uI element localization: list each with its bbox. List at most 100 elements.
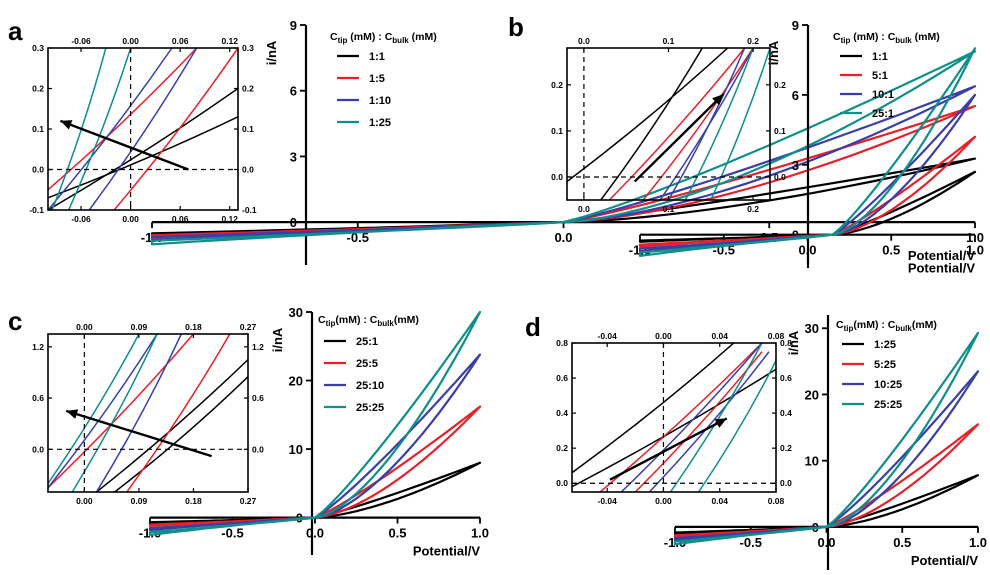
inset-series-line: [684, 48, 754, 200]
legend-label: 1:1: [369, 51, 385, 63]
inset-y-tick-label: 0.4: [780, 408, 792, 418]
series-line: [638, 135, 977, 248]
inset-x-tick-label: 0.04: [711, 331, 728, 341]
legend-label: 25:25: [356, 402, 384, 414]
inset-series-line: [48, 334, 158, 489]
inset-x-tick-label: 0.00: [76, 496, 93, 506]
x-tick-label: 0.5: [388, 526, 406, 541]
inset-y-tick-label: 0.2: [551, 80, 563, 90]
series-line: [148, 353, 482, 532]
series-line: [148, 461, 482, 525]
inset-x-tick-label: -0.06: [71, 36, 91, 46]
trend-arrow: [59, 119, 189, 171]
inset-y-tick-label: 0.0: [551, 172, 563, 182]
legend-title-sub-bulk: bulk: [895, 324, 912, 333]
inset-x-tick-label: 0.18: [185, 496, 202, 506]
inset-series-line: [71, 334, 158, 492]
legend-title-c: C: [318, 314, 326, 326]
panel-letter: d: [525, 312, 541, 342]
inset-x-tick-label: 0.12: [221, 36, 238, 46]
legend-title-sub-tip: tip: [326, 319, 336, 328]
legend-title-sub-bulk: bulk: [377, 319, 394, 328]
y-tick-label: 0: [290, 215, 297, 230]
legend-title-c: C: [833, 31, 841, 43]
inset-y-tick-label: 0.2: [242, 84, 254, 94]
inset-y-tick-label: 0.2: [32, 84, 44, 94]
inset-y-tick-label: 0.3: [32, 43, 44, 53]
inset-series-line: [113, 48, 238, 210]
inset-y-tick-label: 0.6: [32, 393, 44, 403]
legend-title-end: (mM): [409, 31, 437, 43]
legend-label: 1:25: [369, 117, 391, 129]
y-tick-label: 9: [290, 18, 297, 33]
inset-series-line: [51, 48, 107, 210]
legend-title-c: C: [330, 31, 338, 43]
inset-y-tick-label: 0.0: [32, 444, 44, 454]
legend-title-mid: (mM) : C: [853, 319, 895, 331]
inset-series: [48, 334, 248, 492]
inset-x-tick-label: 0.18: [185, 322, 202, 332]
x-tick-label: 1.0: [471, 526, 489, 541]
inset-y-tick-label: 0.6: [252, 393, 264, 403]
inset-y-tick-label: 0.2: [774, 80, 786, 90]
legend-title-mid: (mM) : C: [335, 314, 377, 326]
trend-arrow: [65, 409, 212, 458]
inset-series-line: [710, 48, 770, 200]
inset-plot: -0.04 -0.04 0.00 0.00 0.04 0.04 0.08 0.08 0.0 0.0…: [556, 331, 792, 506]
inset-y-tick-label: 0.4: [556, 408, 568, 418]
inset-series-line: [48, 48, 198, 191]
inset-x-tick-label: 0.1: [663, 36, 675, 46]
series-line: [148, 405, 482, 527]
trend-arrow-head: [66, 409, 79, 419]
inset-series-line: [572, 368, 776, 488]
inset-x-tick-label: 0.09: [131, 496, 148, 506]
inset-y-tick-label: 0.0: [252, 444, 264, 454]
inset-x-tick-label: -0.06: [71, 214, 91, 224]
panel-d: d -0.04 -0.04 0.00 0.00 0.04 0.04 0.08 0.08 0.0 0…: [525, 312, 987, 570]
legend-label: 5:25: [874, 359, 896, 371]
inset-series-line: [48, 116, 238, 199]
legend-label: 10:25: [874, 379, 902, 391]
y-axis-label: i/nA: [766, 40, 781, 65]
inset-y-tick-label: 0.1: [32, 124, 44, 134]
inset-frame: [47, 333, 249, 493]
legend-label: 25:1: [872, 108, 894, 120]
inset-x-tick-label: 0.2: [747, 36, 759, 46]
inset-x-tick-label: 0.00: [122, 214, 139, 224]
x-tick-label: 0.0: [306, 526, 324, 541]
legend: Ctip(mM) : Cbulk(mM) 1:25 5:25 10:25 25:25: [836, 319, 937, 411]
series-line: [638, 93, 977, 253]
legend-title-c: C: [836, 319, 844, 331]
y-tick-label: 6: [290, 84, 297, 99]
series-line: [150, 50, 977, 246]
inset-x-tick-label: 0.1: [663, 204, 675, 214]
inset-x-tick-label: 0.12: [221, 214, 238, 224]
inset-x-tick-label: 0.09: [131, 322, 148, 332]
inset-x-tick-label: 0.06: [172, 214, 189, 224]
panel-letter: a: [8, 16, 23, 46]
legend-label: 5:1: [872, 70, 888, 82]
legend: Ctip (mM) : Cbulk (mM) 1:1 5:1 10:1 25:1: [833, 31, 940, 120]
inset-y-tick-label: 0.2: [780, 443, 792, 453]
inset-x-tick-label: 0.00: [76, 322, 93, 332]
series-line: [673, 370, 980, 542]
inset-series-line: [48, 48, 173, 210]
inset-series-line: [48, 87, 238, 210]
inset-y-tick-label: -0.1: [242, 205, 257, 215]
legend-label: 1:10: [369, 95, 391, 107]
y-tick-label: 3: [792, 158, 799, 173]
panel-b: b 0.00.00.10.10.20.20.0 0.00.1 0.10.2 0.2 -…: [508, 12, 984, 276]
inset-series-line: [572, 343, 735, 474]
legend-label: 25:25: [874, 399, 902, 411]
legend-title-sub-tip: tip: [338, 36, 348, 45]
x-tick-label: 1.0: [969, 535, 987, 550]
inset-plot: -0.06 -0.06 0.00 0.00 0.06 0.06 0.12 0.12 -0.1 -0…: [29, 36, 257, 224]
inset-series-line: [96, 359, 248, 492]
series-line: [148, 310, 482, 536]
inset-y-tick-label: 0.2: [556, 443, 568, 453]
legend-label: 10:1: [872, 89, 894, 101]
y-tick-label: 10: [805, 454, 819, 469]
inset-x-tick-label: 0.04: [711, 496, 728, 506]
